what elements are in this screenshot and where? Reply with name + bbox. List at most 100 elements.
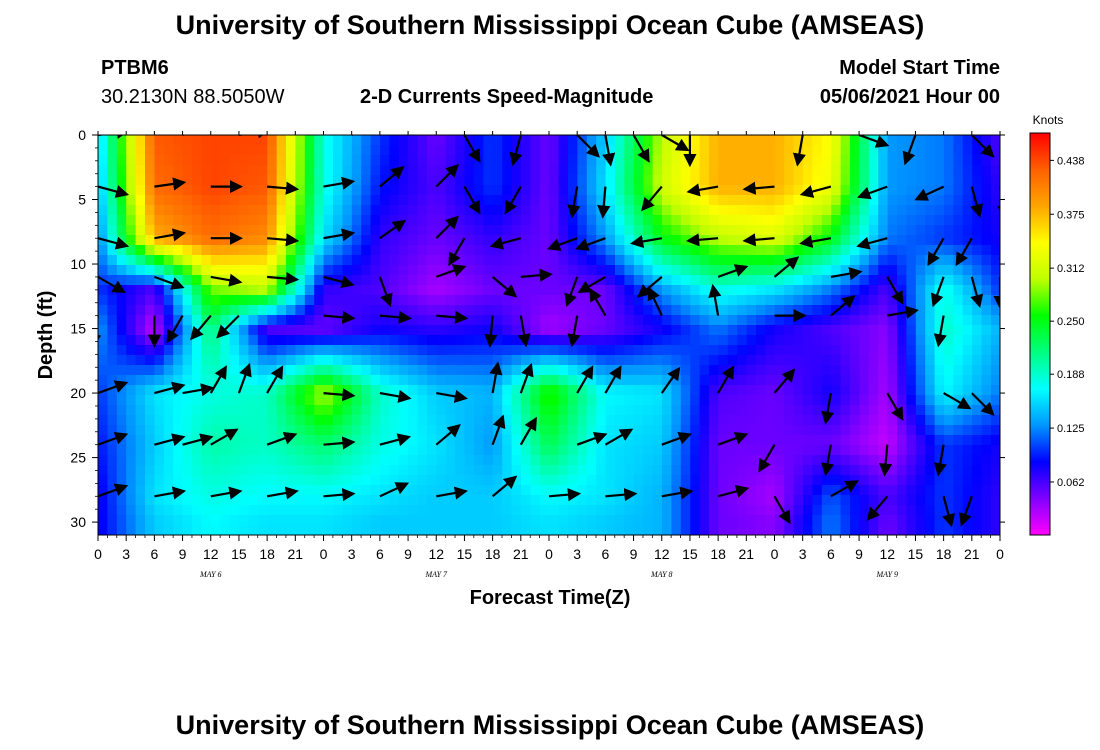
heat-cell	[803, 225, 813, 236]
heat-cell	[831, 215, 842, 226]
heat-cell	[953, 455, 964, 466]
heat-cell	[210, 265, 221, 276]
heat-cell	[953, 285, 964, 296]
heat-cell	[210, 325, 221, 336]
heat-cell	[765, 185, 776, 196]
heat-cell	[351, 175, 362, 186]
heat-cell	[408, 425, 419, 436]
heat-cell	[605, 135, 616, 146]
heat-cell	[831, 395, 842, 406]
x-tick-label: 21	[513, 546, 529, 562]
heat-cell	[539, 405, 550, 416]
heat-cell	[145, 455, 155, 466]
heat-cell	[652, 385, 663, 396]
heat-cell	[455, 195, 466, 206]
heat-cell	[464, 435, 475, 446]
heat-cell	[615, 145, 625, 156]
heat-cell	[906, 265, 917, 276]
heat-cell	[962, 195, 973, 206]
heat-cell	[427, 285, 437, 296]
heat-cell	[333, 455, 343, 466]
heat-cell	[286, 375, 296, 386]
heat-cell	[286, 315, 296, 326]
heat-cell	[154, 405, 165, 416]
heat-cell	[615, 355, 625, 366]
heat-cell	[568, 515, 578, 526]
heat-cell	[417, 215, 428, 226]
heat-cell	[812, 175, 823, 186]
heat-cell	[333, 325, 343, 336]
heat-cell	[267, 305, 278, 316]
heat-cell	[793, 465, 804, 476]
heat-cell	[868, 455, 879, 466]
heat-cell	[276, 525, 287, 535]
heat-cell	[887, 165, 898, 176]
heat-cell	[370, 405, 381, 416]
heat-cell	[812, 245, 823, 256]
heat-cell	[145, 225, 155, 236]
heat-cell	[859, 385, 870, 396]
heat-cell	[267, 345, 278, 356]
heat-cell	[840, 385, 851, 396]
current-vector	[632, 135, 650, 163]
heat-cell	[671, 475, 682, 486]
heat-cell	[727, 315, 738, 326]
heat-cell	[257, 265, 268, 276]
heat-cell	[709, 355, 719, 366]
heat-cell	[596, 405, 607, 416]
heat-cell	[821, 485, 832, 496]
x-tick-label: 12	[428, 546, 444, 562]
heat-cell	[549, 465, 560, 476]
heat-cell	[370, 175, 381, 186]
current-vector	[379, 310, 412, 324]
heat-cell	[624, 205, 635, 216]
heat-cell	[314, 445, 325, 456]
heat-cell	[98, 435, 108, 446]
heat-cell	[981, 335, 992, 346]
heat-cell	[596, 285, 607, 296]
heat-cell	[370, 515, 381, 526]
heat-cell	[793, 165, 804, 176]
heat-cell	[887, 225, 898, 236]
heat-cell	[530, 515, 541, 526]
heat-cell	[464, 265, 475, 276]
heat-cell	[549, 335, 560, 346]
heat-cell	[925, 405, 936, 416]
heat-cell	[389, 365, 400, 376]
heat-cell	[737, 225, 748, 236]
heat-cell	[812, 355, 823, 366]
heat-cell	[803, 465, 813, 476]
heat-cell	[239, 325, 249, 336]
heat-cell	[793, 385, 804, 396]
heat-cell	[756, 205, 766, 216]
heat-cell	[774, 335, 785, 346]
heat-cell	[464, 335, 475, 346]
heat-cell	[624, 195, 635, 206]
heat-cell	[333, 495, 343, 506]
x-tick-label: 18	[936, 546, 952, 562]
heat-cell	[897, 175, 907, 186]
heat-cell	[389, 465, 400, 476]
heat-cell	[455, 295, 466, 306]
heat-cell	[944, 195, 954, 206]
heat-cell	[417, 135, 428, 146]
heat-cell	[624, 385, 635, 396]
heat-cell	[774, 295, 785, 306]
heat-cell	[690, 475, 701, 486]
heat-cell	[220, 455, 231, 466]
heat-cell	[323, 215, 334, 226]
heat-cell	[671, 405, 682, 416]
heat-cell	[699, 365, 710, 376]
heat-cell	[248, 325, 259, 336]
heat-cell	[163, 515, 174, 526]
heat-cell	[201, 355, 212, 366]
heat-cell	[812, 295, 823, 306]
heat-cell	[201, 255, 212, 266]
heat-cell	[530, 405, 541, 416]
heat-cell	[774, 285, 785, 296]
heat-cell	[502, 215, 513, 226]
heat-cell	[361, 415, 372, 426]
heat-cell	[417, 275, 428, 286]
heat-cell	[154, 295, 165, 306]
heat-cell	[126, 385, 137, 396]
